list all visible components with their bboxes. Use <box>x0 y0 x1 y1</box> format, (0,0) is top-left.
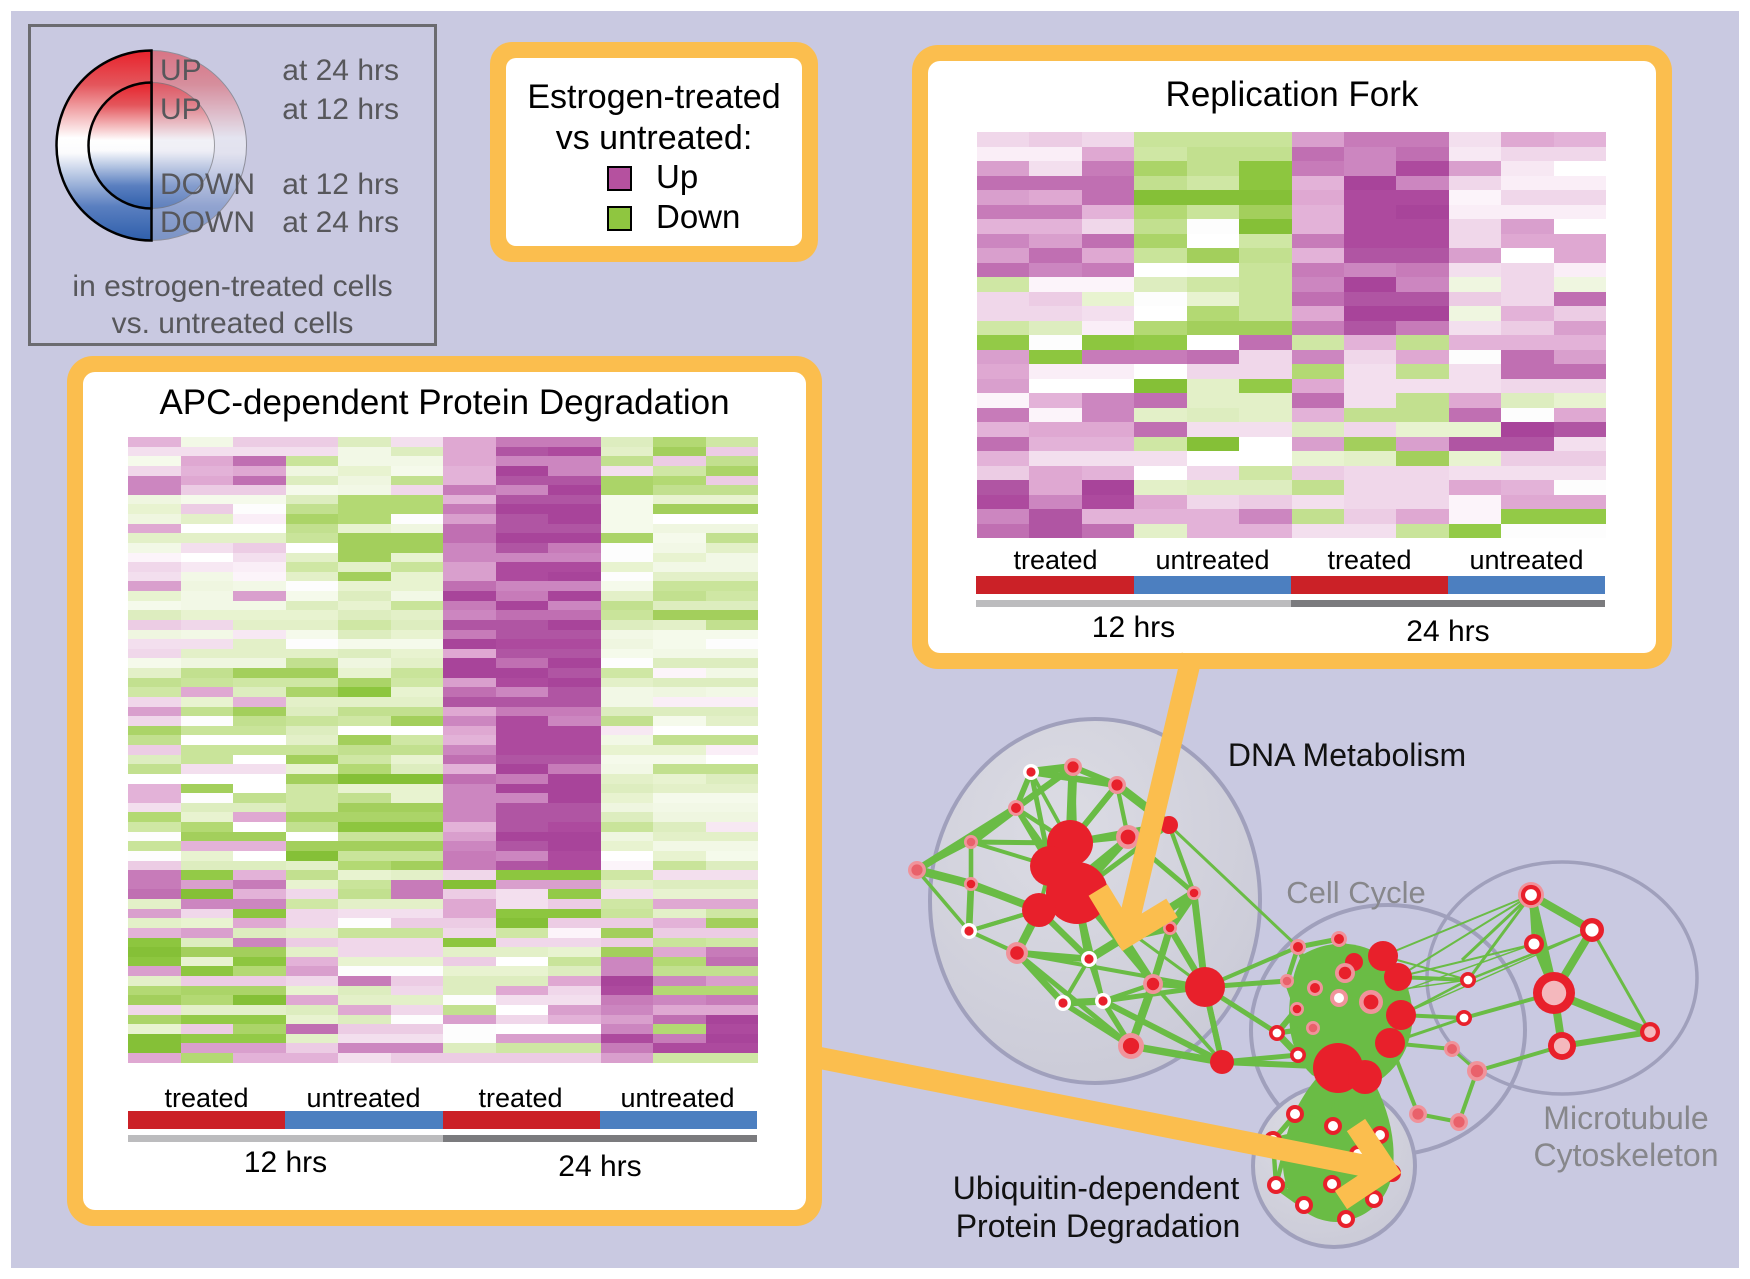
svg-text:Microtubule: Microtubule <box>1543 1100 1708 1136</box>
svg-text:Protein Degradation: Protein Degradation <box>956 1208 1241 1244</box>
svg-text:Cell Cycle: Cell Cycle <box>1286 875 1426 910</box>
svg-text:DNA Metabolism: DNA Metabolism <box>1228 737 1466 773</box>
svg-text:Ubiquitin-dependent: Ubiquitin-dependent <box>953 1170 1240 1206</box>
svg-text:Cytoskeleton: Cytoskeleton <box>1534 1137 1719 1173</box>
